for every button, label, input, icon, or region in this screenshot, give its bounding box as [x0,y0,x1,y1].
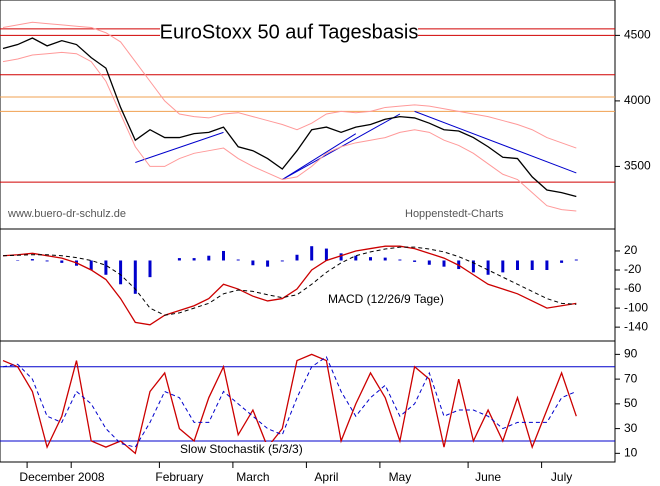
trend-line [414,110,577,174]
histogram-bar [236,259,240,261]
histogram-bar [310,246,314,261]
x-tick-label: April [314,470,338,484]
histogram-bar [427,260,431,265]
y-tick-label: 20 [624,243,638,257]
source-note: Hoppenstedt-Charts [405,208,504,220]
histogram-bar [501,260,505,273]
y-tick-label: 4500 [624,28,651,42]
series-line [2,353,577,455]
series-line [2,245,577,326]
series-line [2,51,577,212]
histogram-bar [30,259,34,261]
trend-line [135,131,224,163]
y-tick-label: -140 [624,319,648,333]
histogram-bar [148,260,152,278]
series-line [2,21,577,149]
y-tick-label: 10 [624,446,638,460]
panel-title: Slow Stochastik (5/3/3) [180,442,303,456]
histogram-bar [251,260,255,266]
y-tick-label: 4000 [624,93,651,107]
histogram-bar [574,259,578,261]
source-note: www.buero-dr-schulz.de [7,208,126,220]
y-tick-label: -60 [624,281,642,295]
x-tick-label: December [19,470,74,484]
histogram-bar [545,260,549,270]
series-line [2,356,577,448]
histogram-bar [530,260,534,270]
y-tick-label: 50 [624,396,638,410]
y-tick-label: 30 [624,421,638,435]
histogram-bar [339,253,343,261]
histogram-bar [60,260,64,263]
y-tick-label: 70 [624,371,638,385]
histogram-bar [119,260,123,285]
histogram-bar [104,260,108,275]
histogram-bar [383,257,387,261]
histogram-bar [369,257,372,261]
x-tick-label: March [236,470,269,484]
histogram-bar [516,260,519,270]
histogram-bar [471,260,475,273]
histogram-bar [398,259,402,261]
histogram-bar [192,258,196,261]
y-tick-label: 90 [624,347,638,361]
histogram-bar [295,254,299,261]
histogram-bar [266,260,270,267]
series-line [2,37,577,198]
histogram-bar [280,260,284,262]
x-tick-label: 2008 [78,470,105,484]
y-tick-label: -20 [624,262,642,276]
histogram-bar [177,258,181,261]
layer: December 2008 February March April May June Jul… [0,21,651,484]
histogram-bar [133,260,137,294]
histogram-bar [222,250,225,261]
trend-line [282,133,357,180]
x-tick-label: June [475,470,501,484]
histogram-bar [486,260,490,275]
y-tick-label: -100 [624,300,648,314]
title-bg [160,20,418,46]
x-tick-label: May [389,470,412,484]
chart-title: EuroStoxx 50 auf Tagesbasis [160,21,419,43]
histogram-bar [324,248,328,261]
histogram-bar [354,255,358,261]
x-tick-label: February [155,470,203,484]
histogram-bar [207,255,211,261]
histogram-bar [45,260,49,262]
y-tick-label: 3500 [624,159,651,173]
histogram-bar [560,260,564,263]
x-tick-label: July [551,470,572,484]
plot-frame [0,0,616,463]
label-bg [178,442,312,458]
histogram-bar [442,260,446,267]
series-line [2,246,577,316]
histogram-bar [413,260,417,262]
histogram-bar [89,260,93,270]
panel-title: MACD (12/26/9 Tage) [328,292,444,306]
